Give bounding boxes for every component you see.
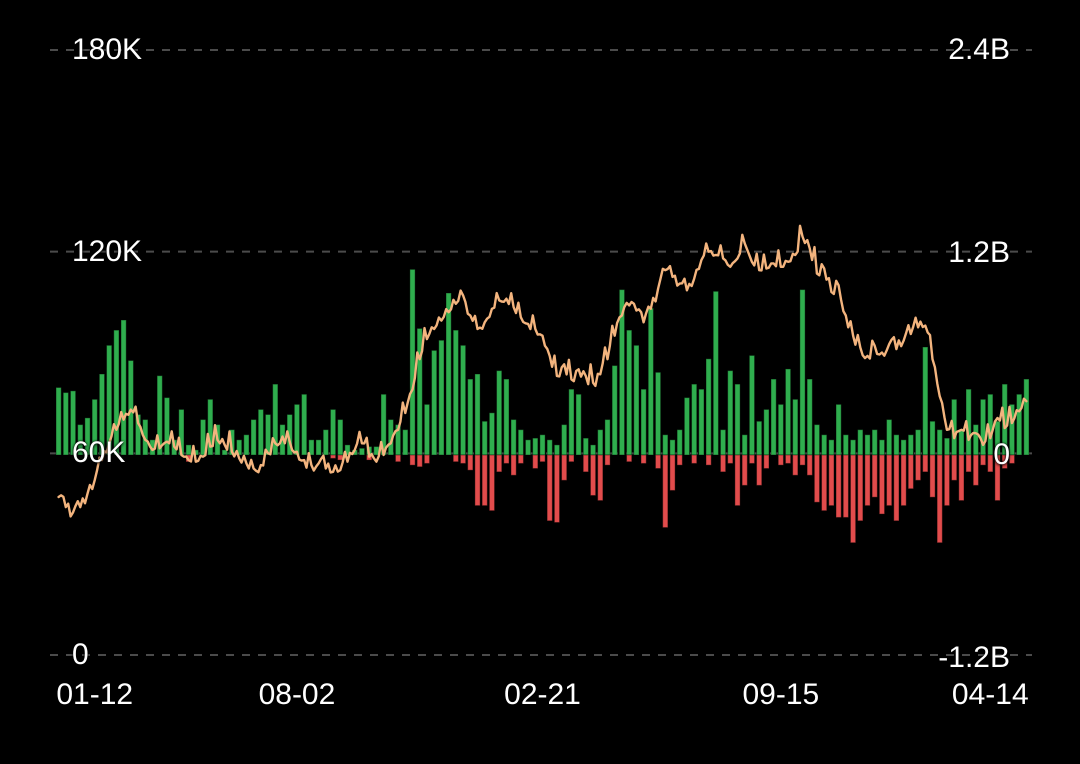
trading-chart-screen: 180K 120K 60K 0 2.4B 1.2B 0 -1.2B 01-12 08-02 02-2… [0,0,1080,764]
chart-canvas[interactable] [0,0,1080,764]
